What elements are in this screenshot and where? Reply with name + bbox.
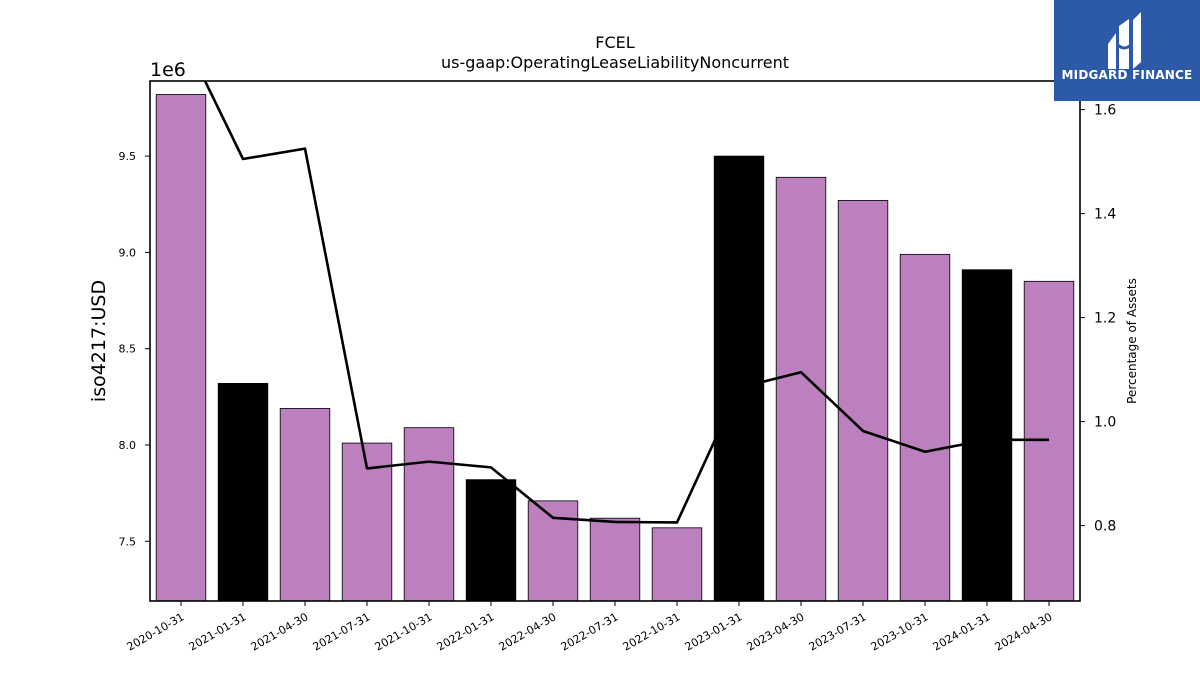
y2-axis-label: Percentage of Assets bbox=[1125, 278, 1139, 404]
x-tick-label: 2023-07-31 bbox=[807, 610, 869, 653]
chart-title: FCEL bbox=[595, 33, 634, 52]
y2-tick-label: 1.6 bbox=[1094, 103, 1116, 119]
y2-tick-label: 1.0 bbox=[1094, 415, 1116, 431]
y-tick-label: 9.0 bbox=[119, 246, 137, 259]
plot-frame bbox=[149, 80, 1081, 602]
y-axis-label: iso4217:USD bbox=[88, 280, 110, 402]
x-tick-label: 2023-04-30 bbox=[745, 610, 807, 653]
bar-2021-04-30 bbox=[279, 408, 331, 602]
logo-text: MIDGARD FINANCE bbox=[1061, 68, 1193, 82]
bars-group bbox=[155, 94, 1075, 602]
bar-2024-04-30 bbox=[1023, 280, 1075, 602]
y2-tick-label: 1.2 bbox=[1094, 311, 1116, 327]
y-tick-label: 9.5 bbox=[119, 150, 137, 163]
x-tick-label: 2021-07-31 bbox=[311, 610, 373, 653]
bar-2023-01-31 bbox=[713, 155, 765, 602]
bar-2021-10-31 bbox=[403, 427, 455, 602]
bar-2022-04-30 bbox=[527, 500, 579, 602]
logo: MIDGARD FINANCE bbox=[1054, 0, 1200, 101]
x-tick-label: 2022-04-30 bbox=[497, 610, 559, 653]
bar-2022-01-31 bbox=[465, 479, 517, 602]
x-tick-label: 2022-10-31 bbox=[621, 610, 683, 653]
x-tick-label: 2024-01-31 bbox=[931, 610, 993, 653]
line-series-group bbox=[203, 81, 1049, 524]
chart-subtitle: us-gaap:OperatingLeaseLiabilityNoncurren… bbox=[441, 53, 789, 72]
y-tick-label: 8.0 bbox=[119, 439, 137, 452]
x-tick-label: 2023-10-31 bbox=[869, 610, 931, 653]
bar-2022-10-31 bbox=[651, 527, 703, 602]
y2-tick-label: 0.8 bbox=[1094, 519, 1116, 535]
bar-2020-10-31 bbox=[155, 94, 207, 602]
x-tick-label: 2021-01-31 bbox=[187, 610, 249, 653]
percentage-of-assets-line bbox=[203, 81, 1049, 524]
x-tick-label: 2022-07-31 bbox=[559, 610, 621, 653]
bar-2024-01-31 bbox=[961, 269, 1013, 602]
bar-2023-10-31 bbox=[899, 253, 951, 602]
x-tick-label: 2023-01-31 bbox=[683, 610, 745, 653]
y-axis-offset-label: 1e6 bbox=[150, 59, 186, 81]
y-tick-label: 7.5 bbox=[119, 535, 137, 548]
x-tick-label: 2021-04-30 bbox=[249, 610, 311, 653]
bar-2021-01-31 bbox=[217, 382, 269, 602]
bar-2023-07-31 bbox=[837, 200, 889, 602]
y2-tick-label: 1.4 bbox=[1094, 207, 1116, 223]
x-tick-label: 2022-01-31 bbox=[435, 610, 497, 653]
bar-2022-07-31 bbox=[589, 517, 641, 602]
x-tick-label: 2024-04-30 bbox=[993, 610, 1055, 653]
logo-mark-icon bbox=[1108, 12, 1141, 69]
y-tick-label: 8.5 bbox=[119, 343, 137, 356]
x-tick-label: 2020-10-31 bbox=[125, 610, 187, 653]
x-tick-label: 2021-10-31 bbox=[373, 610, 435, 653]
